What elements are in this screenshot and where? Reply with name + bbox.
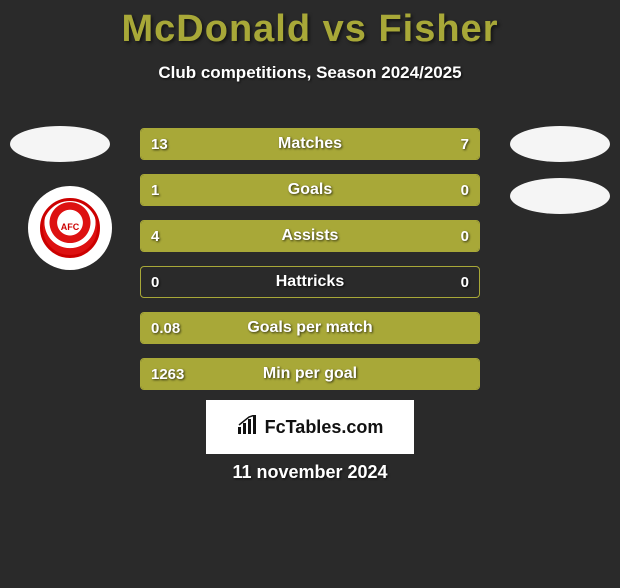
stat-row: 40Assists [140,220,480,252]
stat-label: Matches [141,129,479,159]
stats-container: 137Matches 10Goals 40Assists 00Hattricks 0.0… [140,128,480,404]
player-right-club-ellipse-2 [510,178,610,214]
player-left-club-badge [28,186,112,270]
stat-row: 1263Min per goal [140,358,480,390]
player-left-club-ellipse [10,126,110,162]
afc-badge-icon [40,198,100,258]
stat-row: 10Goals [140,174,480,206]
player-right-club-ellipse-1 [510,126,610,162]
branding-box[interactable]: FcTables.com [206,400,414,454]
stat-label: Hattricks [141,267,479,297]
stat-label: Assists [141,221,479,251]
date-label: 11 november 2024 [0,462,620,483]
stat-row: 137Matches [140,128,480,160]
stat-label: Goals per match [141,313,479,343]
chart-bars-icon [237,415,259,440]
stat-label: Min per goal [141,359,479,389]
branding-text: FcTables.com [265,417,384,438]
stat-label: Goals [141,175,479,205]
subtitle: Club competitions, Season 2024/2025 [0,63,620,83]
stat-row: 0.08Goals per match [140,312,480,344]
page-title: McDonald vs Fisher [0,8,620,51]
stat-row: 00Hattricks [140,266,480,298]
